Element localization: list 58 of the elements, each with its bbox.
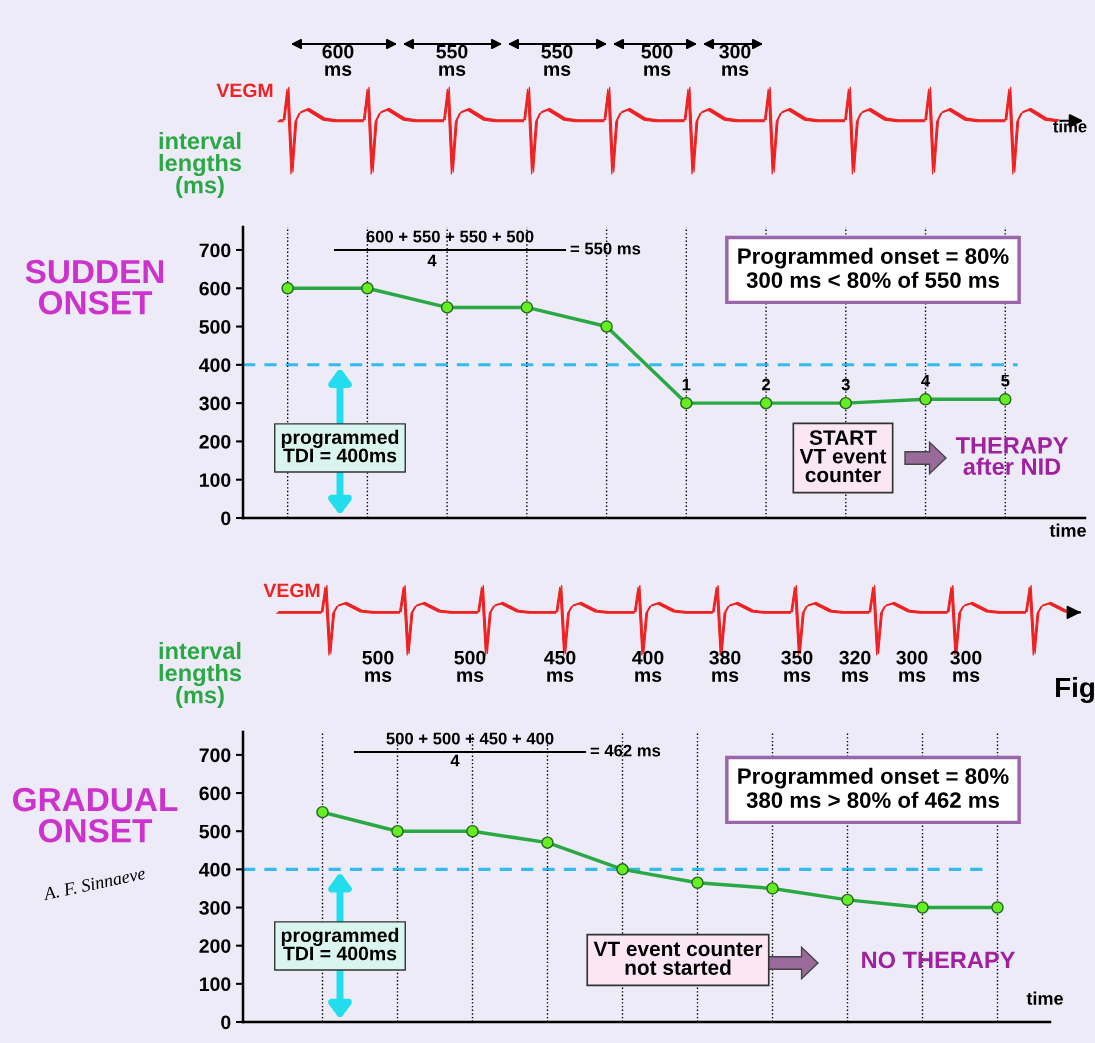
annotation: 2: [762, 378, 771, 391]
text: 380 ms: [709, 650, 741, 682]
y-tick-label: 600: [199, 281, 231, 296]
text: 400 ms: [632, 650, 664, 682]
text: SUDDEN ONSET: [25, 259, 164, 315]
text: A. F. Sinnaeve: [42, 866, 146, 901]
text: VEGM: [216, 83, 273, 98]
annotation: Programmed onset = 80% 380 ms > 80% of 462 ms: [738, 767, 1009, 809]
y-axis-title: interval lengths (ms): [159, 641, 242, 709]
text: GRADUAL ONSET: [13, 787, 178, 843]
y-tick-label: 700: [199, 243, 231, 258]
text: 350 ms: [781, 650, 813, 682]
x-axis-title: time: [1049, 523, 1086, 537]
text: 600 ms: [322, 44, 354, 76]
y-tick-label: 0: [221, 1015, 231, 1030]
annotation: 4: [450, 754, 460, 767]
y-tick-label: 200: [199, 939, 231, 953]
text: 300 ms: [719, 44, 751, 76]
text: 320 ms: [839, 650, 871, 682]
y-tick-label: 700: [199, 748, 231, 763]
text: 450 ms: [544, 650, 576, 682]
text: 500 ms: [641, 44, 673, 76]
text: 300 ms: [896, 650, 928, 682]
annotation: 3: [841, 378, 850, 391]
y-tick-label: 400: [199, 862, 231, 877]
y-tick-label: 500: [199, 824, 231, 839]
annotation: THERAPY after NID: [955, 437, 1069, 475]
text: 500 ms: [454, 650, 486, 682]
text: VEGM: [263, 583, 320, 598]
text: 300 ms: [950, 650, 982, 682]
text: 550 ms: [436, 44, 468, 76]
annotation: 5: [1001, 374, 1010, 387]
annotation: programmed TDI = 400ms: [281, 429, 399, 463]
annotation: 4: [921, 374, 931, 387]
annotation: Programmed onset = 80% 300 ms < 80% of 550 ms: [738, 247, 1009, 289]
text: 500 ms: [362, 650, 394, 682]
y-tick-label: 200: [199, 434, 231, 449]
text: Fig: [1056, 676, 1094, 704]
annotation: 600 + 550 + 550 + 500: [366, 230, 534, 243]
y-tick-label: 300: [199, 900, 231, 915]
y-axis-title: interval lengths (ms): [159, 131, 242, 199]
annotation: NO THERAPY: [862, 951, 1016, 969]
y-tick-label: 100: [199, 977, 231, 992]
annotation: = 550 ms: [570, 242, 641, 255]
annotation: programmed TDI = 400ms: [281, 927, 399, 961]
y-tick-label: 300: [199, 396, 231, 411]
y-tick-label: 600: [199, 786, 231, 801]
y-tick-label: 100: [199, 473, 231, 487]
annotation: START VT event counter: [799, 430, 887, 483]
y-tick-label: 0: [221, 511, 231, 526]
annotation: 4: [427, 254, 437, 267]
text: 550 ms: [541, 44, 573, 76]
y-tick-label: 400: [199, 358, 231, 373]
annotation: = 462 ms: [590, 744, 661, 757]
y-tick-label: 500: [199, 320, 231, 334]
x-axis-title: time: [1026, 991, 1063, 1005]
annotation: VT event counter not started: [593, 941, 763, 975]
annotation: 500 + 500 + 450 + 400: [386, 732, 554, 745]
